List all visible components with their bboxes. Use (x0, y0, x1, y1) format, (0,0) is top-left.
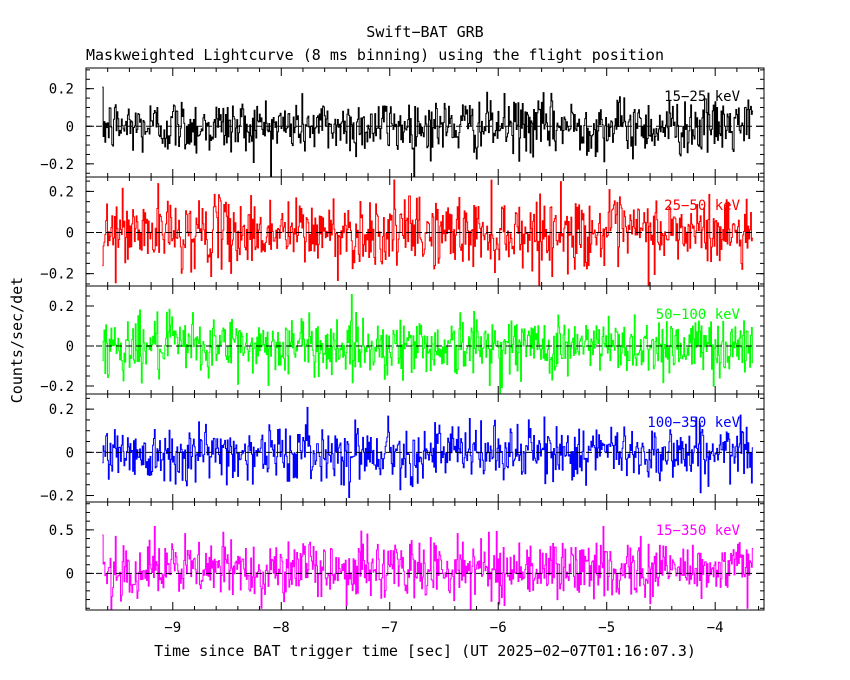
x-tick-label: −7 (381, 620, 398, 636)
panels: 0.2 0 −0.2 15−25 keV 0.2 0 −0.2 25−50 keV 0.2 0 −0… (40, 67, 765, 636)
y-axis-label: Counts/sec/det (8, 277, 26, 403)
y-tick-label: 0 (66, 339, 74, 355)
band-label: 50−100 keV (656, 307, 741, 323)
chart-title: Swift−BAT GRB (366, 23, 483, 41)
y-tick-label: 0.5 (49, 523, 74, 539)
x-tick-label: −8 (273, 620, 290, 636)
y-tick-label: 0.2 (49, 184, 74, 200)
panel-3: 0.2 0 −0.2 50−100 keV (40, 285, 765, 395)
y-tick-label: 0 (66, 445, 74, 461)
y-tick-label: −0.2 (40, 267, 74, 283)
y-tick-label: −0.2 (40, 379, 74, 395)
band-label: 15−25 keV (664, 89, 740, 105)
x-tick-label: −6 (490, 620, 507, 636)
panel-1: 0.2 0 −0.2 15−25 keV (40, 67, 765, 178)
series-line (102, 294, 754, 394)
panel-4: 0.2 0 −0.2 100−350 keV (40, 393, 765, 505)
y-tick-label: 0 (66, 566, 74, 582)
band-label: 100−350 keV (647, 415, 740, 431)
series-line (102, 525, 754, 611)
x-tick-label: −4 (707, 620, 724, 636)
y-tick-label: 0.2 (49, 299, 74, 315)
x-tick-labels: −9 −8 −7 −6 −5 −4 (164, 620, 723, 636)
y-tick-label: 0 (66, 226, 74, 242)
y-tick-label: −0.2 (40, 157, 74, 173)
band-label: 25−50 keV (664, 198, 740, 214)
panel-2: 0.2 0 −0.2 25−50 keV (40, 176, 765, 287)
chart-subtitle: Maskweighted Lightcurve (8 ms binning) u… (86, 46, 664, 64)
panel-5: 0.5 0 15−350 keV (49, 501, 765, 611)
y-tick-label: 0 (66, 119, 74, 135)
series-line (102, 86, 754, 178)
series-line (102, 179, 754, 287)
y-tick-label: 0.2 (49, 402, 74, 418)
y-tick-label: −0.2 (40, 489, 74, 505)
y-tick-label: 0.2 (49, 82, 74, 98)
band-label: 15−350 keV (656, 523, 741, 539)
x-tick-label: −5 (598, 620, 615, 636)
x-axis-label: Time since BAT trigger time [sec] (UT 20… (154, 642, 696, 660)
x-tick-label: −9 (164, 620, 181, 636)
